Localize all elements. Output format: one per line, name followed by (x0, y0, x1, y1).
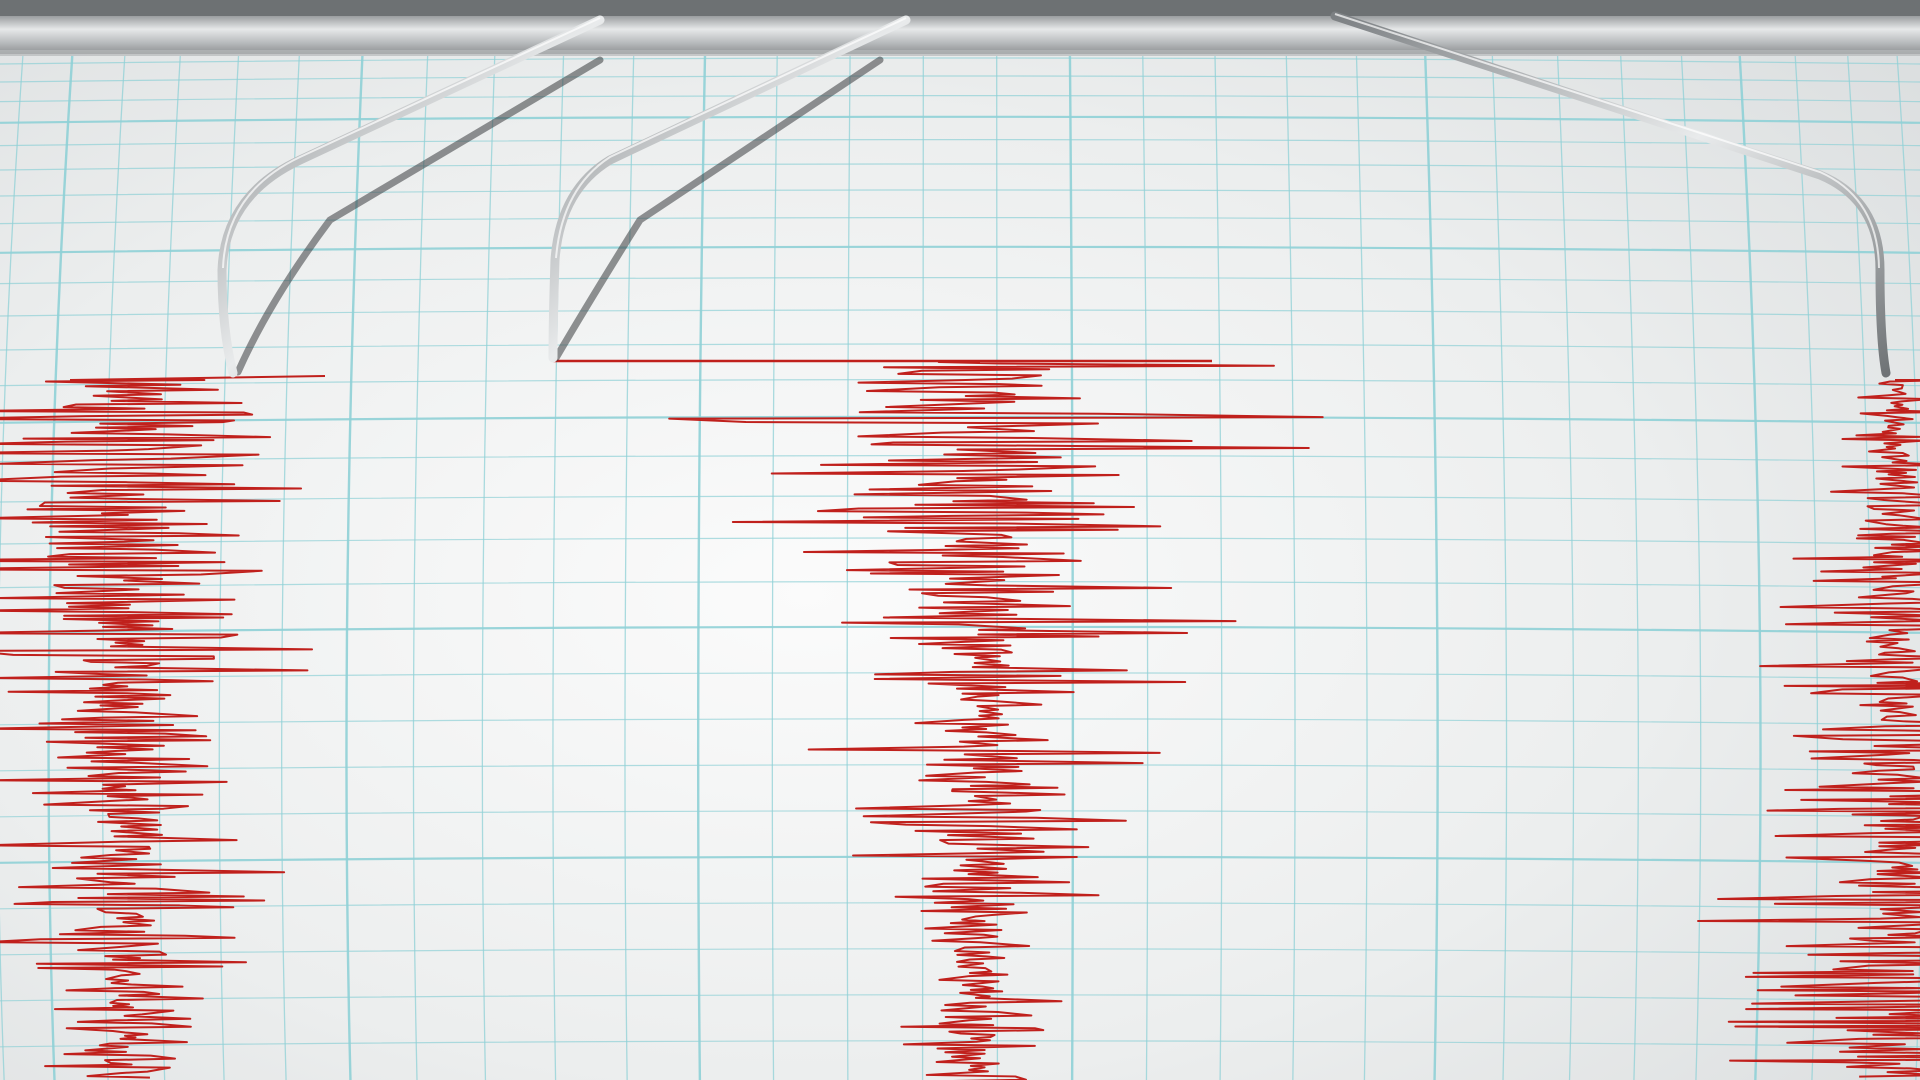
grid-line (0, 57, 1920, 65)
grid-line (1680, 55, 1702, 1080)
grid-line (281, 55, 300, 1080)
grid-line (1214, 55, 1223, 1080)
needle-shadows (234, 56, 884, 376)
grid-line (1355, 55, 1368, 1080)
grid-line (1896, 55, 1920, 1080)
grid-line (846, 55, 851, 1080)
grid-line (1424, 55, 1439, 1080)
grid-line (47, 55, 74, 1080)
grid-line (696, 55, 707, 1080)
grid-line (1738, 55, 1762, 1080)
grid-line (1794, 55, 1819, 1080)
grid-line (552, 55, 565, 1080)
grid-line (996, 55, 999, 1080)
grid-line (0, 245, 1920, 254)
rail (0, 16, 1920, 54)
seismic-trace (668, 361, 1324, 1080)
needle (1330, 11, 1891, 378)
grid-line (0, 55, 24, 1080)
grid-line (1620, 55, 1639, 1080)
grid-line (1285, 55, 1296, 1080)
grid-line (1068, 55, 1075, 1080)
traces (0, 359, 1920, 1080)
grid-line (0, 994, 1920, 1002)
grid-line (0, 537, 1920, 545)
rail-shadow (0, 50, 1920, 56)
grid-line (771, 55, 778, 1080)
grid-line (0, 581, 1920, 589)
grid-line (1142, 55, 1149, 1080)
grid-line (0, 217, 1920, 225)
grid-line (481, 55, 496, 1080)
grid-line (0, 139, 1920, 147)
grid-line (0, 189, 1920, 197)
grid-line (0, 343, 1920, 351)
grid-line (921, 55, 924, 1080)
grid-line (0, 625, 1920, 634)
pen-line (69, 375, 326, 381)
grid-line (624, 55, 635, 1080)
grid-line (0, 309, 1920, 317)
grid-line (0, 810, 1920, 818)
seismic-trace (0, 379, 314, 1079)
grid-line (0, 115, 1920, 124)
seismic-trace (1697, 379, 1920, 1078)
grid-line (0, 415, 1920, 424)
needle-highlights (222, 13, 1880, 269)
grid-line (0, 1040, 1920, 1048)
grid-line (0, 718, 1920, 726)
grid-line (0, 75, 1920, 83)
grid-line (0, 95, 1920, 103)
